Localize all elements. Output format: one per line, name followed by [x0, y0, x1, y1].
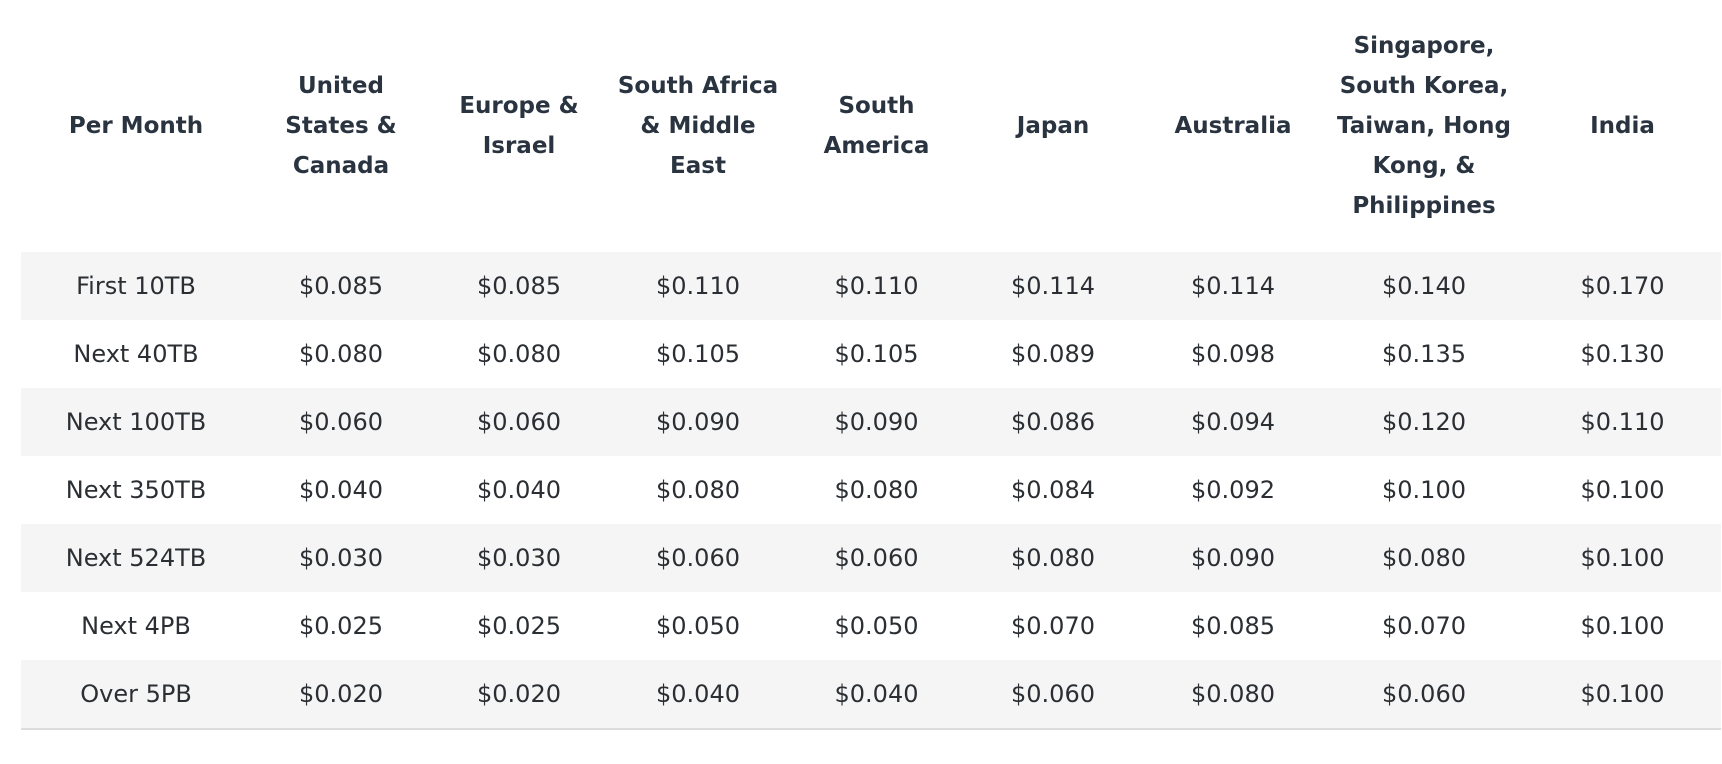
- table-row: Next 4PB $0.025 $0.025 $0.050 $0.050 $0.…: [21, 592, 1721, 660]
- price-cell: $0.110: [607, 252, 789, 320]
- price-cell: $0.114: [1142, 252, 1324, 320]
- price-cell: $0.094: [1142, 388, 1324, 456]
- tier-label: Over 5PB: [21, 660, 251, 730]
- price-cell: $0.114: [964, 252, 1142, 320]
- price-cell: $0.030: [251, 524, 431, 592]
- header-australia: Australia: [1174, 113, 1292, 139]
- pricing-table-container: Per Month United States & Canada Europe …: [21, 0, 1721, 730]
- price-cell: $0.090: [607, 388, 789, 456]
- price-cell: $0.060: [1324, 660, 1524, 730]
- price-cell: $0.085: [1191, 612, 1275, 640]
- price-cell: $0.080: [656, 476, 740, 504]
- price-cell: $0.105: [656, 340, 740, 368]
- price-cell: $0.080: [1324, 524, 1524, 592]
- header-europe-israel: Europe & Israel: [459, 93, 579, 159]
- price-cell: $0.098: [1191, 340, 1275, 368]
- price-cell: $0.110: [789, 252, 964, 320]
- price-cell: $0.080: [834, 476, 919, 504]
- price-cell: $0.120: [1324, 388, 1524, 456]
- header-per-month: Per Month: [68, 113, 204, 139]
- header-south-africa-middle-east: South Africa & Middle East: [617, 73, 779, 179]
- price-cell: $0.060: [431, 388, 607, 456]
- tier-label: Next 350TB: [65, 476, 207, 504]
- header-us-canada: United States & Canada: [285, 73, 397, 179]
- price-cell: $0.060: [607, 524, 789, 592]
- price-cell: $0.170: [1524, 252, 1721, 320]
- price-cell: $0.100: [1580, 476, 1665, 504]
- price-cell: $0.060: [251, 388, 431, 456]
- header-asia-pacific: Singapore, South Korea, Taiwan, Hong Kon…: [1337, 33, 1511, 219]
- header-south-america: South America: [823, 93, 930, 159]
- table-body: First 10TB $0.085 $0.085 $0.110 $0.110 $…: [21, 252, 1721, 730]
- price-cell: $0.020: [431, 660, 607, 730]
- price-cell: $0.100: [1524, 660, 1721, 730]
- price-cell: $0.086: [964, 388, 1142, 456]
- table-header: Per Month United States & Canada Europe …: [21, 0, 1721, 252]
- price-cell: $0.130: [1580, 340, 1665, 368]
- table-row: Next 524TB $0.030 $0.030 $0.060 $0.060 $…: [21, 524, 1721, 592]
- price-cell: $0.025: [477, 612, 561, 640]
- price-cell: $0.110: [1524, 388, 1721, 456]
- price-cell: $0.140: [1324, 252, 1524, 320]
- price-cell: $0.040: [607, 660, 789, 730]
- price-cell: $0.105: [834, 340, 919, 368]
- tier-label: Next 4PB: [81, 612, 191, 640]
- price-cell: $0.070: [1011, 612, 1095, 640]
- price-cell: $0.040: [789, 660, 964, 730]
- tier-label: First 10TB: [21, 252, 251, 320]
- price-cell: $0.085: [251, 252, 431, 320]
- price-cell: $0.090: [789, 388, 964, 456]
- price-cell: $0.050: [656, 612, 740, 640]
- price-cell: $0.020: [251, 660, 431, 730]
- price-cell: $0.084: [1011, 476, 1095, 504]
- price-cell: $0.060: [964, 660, 1142, 730]
- price-cell: $0.135: [1382, 340, 1466, 368]
- price-cell: $0.085: [431, 252, 607, 320]
- price-cell: $0.040: [299, 476, 383, 504]
- price-cell: $0.070: [1382, 612, 1466, 640]
- tier-label: Next 100TB: [21, 388, 251, 456]
- price-cell: $0.030: [431, 524, 607, 592]
- price-cell: $0.050: [834, 612, 919, 640]
- price-cell: $0.100: [1580, 612, 1665, 640]
- price-cell: $0.080: [299, 340, 383, 368]
- table-row: Next 350TB $0.040 $0.040 $0.080 $0.080 $…: [21, 456, 1721, 524]
- table-row: Next 40TB $0.080 $0.080 $0.105 $0.105 $0…: [21, 320, 1721, 388]
- table-row: Next 100TB $0.060 $0.060 $0.090 $0.090 $…: [21, 388, 1721, 456]
- price-cell: $0.092: [1191, 476, 1275, 504]
- price-cell: $0.100: [1382, 476, 1466, 504]
- table-row: First 10TB $0.085 $0.085 $0.110 $0.110 $…: [21, 252, 1721, 320]
- price-cell: $0.089: [1011, 340, 1095, 368]
- price-cell: $0.100: [1524, 524, 1721, 592]
- price-cell: $0.080: [477, 340, 561, 368]
- header-india: India: [1590, 113, 1655, 139]
- price-cell: $0.080: [1142, 660, 1324, 730]
- price-cell: $0.090: [1142, 524, 1324, 592]
- price-cell: $0.060: [789, 524, 964, 592]
- header-japan: Japan: [1016, 113, 1090, 139]
- tier-label: Next 40TB: [73, 340, 199, 368]
- price-cell: $0.080: [964, 524, 1142, 592]
- table-row: Over 5PB $0.020 $0.020 $0.040 $0.040 $0.…: [21, 660, 1721, 730]
- price-cell: $0.025: [299, 612, 383, 640]
- price-cell: $0.040: [477, 476, 561, 504]
- tier-label: Next 524TB: [21, 524, 251, 592]
- header-row: Per Month United States & Canada Europe …: [21, 0, 1721, 252]
- pricing-table: Per Month United States & Canada Europe …: [21, 0, 1721, 730]
